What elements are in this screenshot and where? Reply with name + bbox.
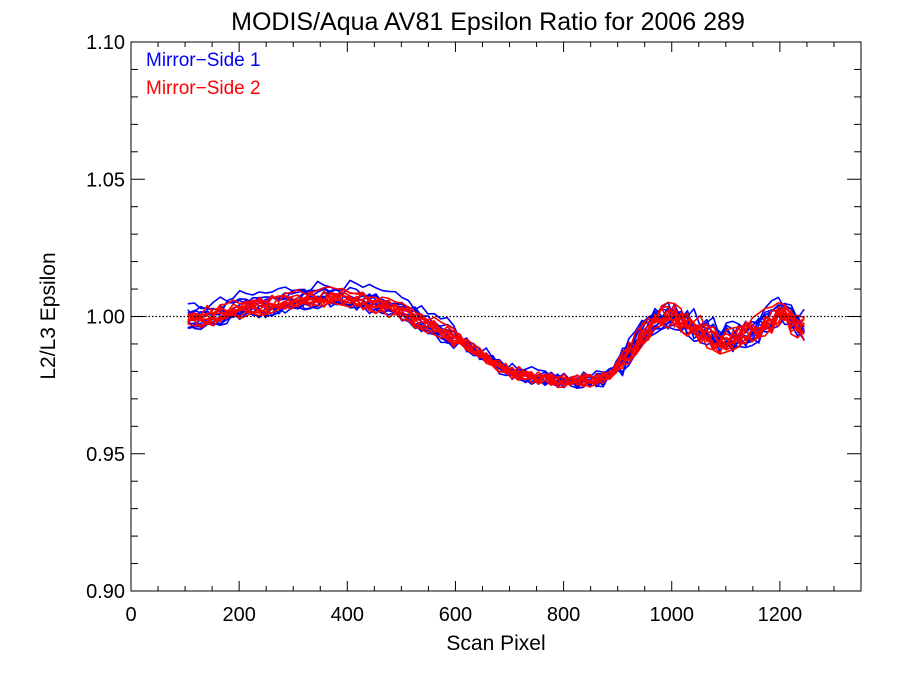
x-tick-label: 200 — [222, 604, 255, 626]
x-tick-label: 400 — [331, 604, 364, 626]
x-axis-label: Scan Pixel — [446, 632, 545, 655]
series-line-mirror-side-2 — [187, 291, 805, 386]
series-line-mirror-side-2 — [187, 298, 805, 389]
legend-entry-mirror-side-1: Mirror−Side 1 — [146, 50, 261, 71]
y-axis-label: L2/L3 Epsilon — [37, 252, 60, 379]
legend: Mirror−Side 1 Mirror−Side 2 — [146, 50, 261, 99]
chart-title: MODIS/Aqua AV81 Epsilon Ratio for 2006 2… — [231, 8, 745, 36]
y-tick-label: 1.05 — [86, 169, 125, 191]
legend-entry-mirror-side-2: Mirror−Side 2 — [146, 78, 261, 99]
series-lines — [187, 279, 805, 390]
y-tick-label: 1.00 — [86, 307, 125, 329]
x-tick-label: 1000 — [649, 604, 694, 626]
axis-tick-labels: 0 200 400 600 800 1000 1200 0.90 0.95 1.00 1.05 1.1… — [86, 32, 802, 626]
x-tick-label: 1200 — [758, 604, 803, 626]
series-line-mirror-side-2 — [187, 288, 805, 385]
x-tick-label: 800 — [547, 604, 580, 626]
y-tick-label: 0.95 — [86, 444, 125, 466]
y-tick-label: 1.10 — [86, 32, 125, 54]
x-tick-label: 0 — [125, 604, 136, 626]
x-tick-label: 600 — [439, 604, 472, 626]
axis-ticks — [130, 41, 862, 592]
y-tick-label: 0.90 — [86, 581, 125, 603]
